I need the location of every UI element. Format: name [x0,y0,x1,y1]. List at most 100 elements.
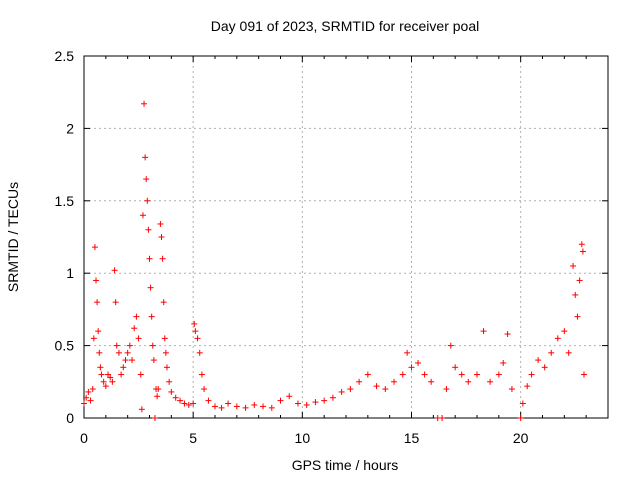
y-axis-title: SRMTID / TECUs [5,182,21,292]
data-point [404,349,411,356]
ticks-layer: 0 5 10 15 20 0 0.5 1 1.5 2 2.5 [55,48,609,446]
data-point [133,313,140,320]
data-point [137,371,144,378]
data-point [415,359,422,366]
data-point [124,349,131,356]
data-point [166,378,173,385]
data-point [146,255,153,262]
x-tick-label: 0 [80,430,88,446]
data-point [447,342,454,349]
data-point [338,388,345,395]
data-point [148,313,155,320]
data-point [90,335,97,342]
data-point [96,349,103,356]
data-point [159,255,166,262]
data-point [126,342,133,349]
y-tick-label: 2.5 [55,48,75,64]
data-point [329,394,336,401]
data-point [294,400,301,407]
data-point [172,394,179,401]
data-point [155,386,162,393]
x-tick-label: 20 [513,430,529,446]
data-point [554,335,561,342]
data-point [212,403,218,410]
data-point [439,415,446,421]
y-tick-label: 1 [66,265,74,281]
data-point [399,371,406,378]
data-point [535,357,542,364]
data-point [160,299,167,306]
data-point [129,357,136,364]
x-tick-label: 5 [189,430,197,446]
data-point [347,386,354,393]
data-point [115,349,122,356]
data-point [286,393,293,400]
data-point [151,415,158,421]
data-point [443,386,450,393]
data-point [225,400,232,407]
data-point [391,378,398,385]
x-tick-label: 10 [295,430,311,446]
data-point [218,404,225,411]
data-point [487,378,494,385]
data-point [192,328,199,335]
data-point [100,378,107,385]
data-point [576,277,583,284]
data-point [277,397,284,404]
data-point [312,399,319,406]
data-point [135,335,142,342]
data-point [122,357,129,364]
data-point [570,262,577,269]
data-point [139,212,146,219]
data-point [141,100,148,107]
data-point [109,378,116,385]
data-point [303,401,310,408]
data-point [474,371,480,378]
chart-title: Day 091 of 2023, SRMTID for receiver poa… [211,18,479,34]
data-point [574,313,581,320]
data-point [541,364,548,371]
data-point [465,378,472,385]
data-point [120,364,127,371]
data-point [161,335,168,342]
data-point [89,386,96,393]
data-point [138,406,145,413]
data-point [131,325,138,332]
data-point [452,364,459,371]
data-point [94,299,101,306]
data-point [579,248,586,255]
data-point [194,335,201,342]
data-point [458,371,465,378]
data-point [421,371,428,378]
data-point [142,154,149,161]
data-point [578,241,585,248]
data-point [242,404,249,411]
data-point [83,394,90,401]
data-point [93,277,100,284]
data-point [185,401,192,408]
marks-layer [81,100,587,421]
data-point [364,371,371,378]
data-point [111,267,118,274]
data-point [517,415,524,421]
data-point [198,371,205,378]
data-point [268,404,275,411]
data-point [177,397,184,404]
data-point [251,401,258,408]
data-point [102,383,109,390]
y-tick-label: 0 [66,410,74,426]
data-point [143,176,150,183]
data-point [565,349,572,356]
data-point [162,349,169,356]
data-point [168,388,175,395]
data-point [87,397,94,404]
data-point [260,403,267,410]
data-point [321,397,328,404]
data-point [580,371,587,378]
data-point [157,220,164,227]
data-point [408,364,415,371]
data-point [163,364,170,371]
data-point [504,331,511,338]
data-point [158,234,165,240]
